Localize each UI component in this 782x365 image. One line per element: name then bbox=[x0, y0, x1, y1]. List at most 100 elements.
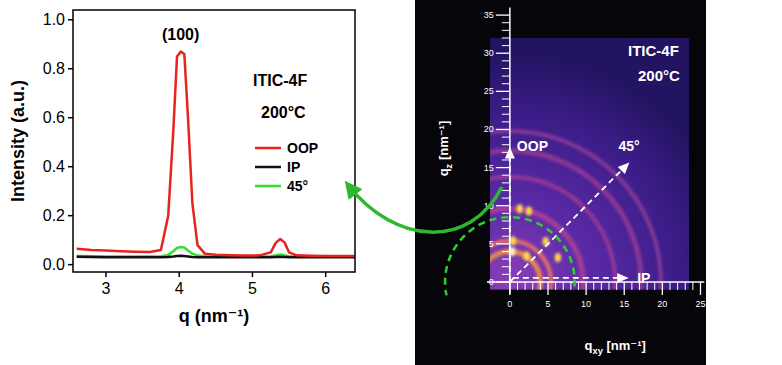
scattering-ring bbox=[490, 251, 540, 289]
qz-tick-label: 5 bbox=[489, 239, 494, 249]
scattering-ring bbox=[490, 151, 641, 290]
direction-label: IP bbox=[637, 270, 650, 286]
y-tick-label: 0.0 bbox=[43, 256, 65, 273]
scattering-spot bbox=[517, 204, 523, 213]
y-tick-label: 1.0 bbox=[43, 11, 65, 28]
minor-tick bbox=[502, 259, 510, 260]
y-tick-label: 0.8 bbox=[43, 60, 65, 77]
minor-tick bbox=[502, 213, 510, 214]
qxy-tick-label: 5 bbox=[545, 299, 550, 309]
image-background bbox=[415, 0, 706, 365]
sample-label: ITIC-4F bbox=[253, 72, 307, 89]
legend-label: OOP bbox=[287, 140, 318, 156]
direction-arrow bbox=[513, 277, 627, 279]
minor-tick bbox=[593, 282, 594, 290]
y-tick-label: 0.2 bbox=[43, 207, 65, 224]
image-title: ITIC-4F bbox=[628, 42, 679, 59]
qz-tick bbox=[496, 167, 510, 168]
minor-tick bbox=[502, 159, 510, 160]
minor-tick bbox=[685, 282, 686, 290]
x-tick bbox=[252, 272, 254, 277]
qz-tick bbox=[496, 281, 510, 282]
qxy-tick-label: 15 bbox=[619, 299, 629, 309]
minor-tick bbox=[502, 198, 510, 199]
minor-tick bbox=[654, 282, 655, 290]
minor-tick bbox=[502, 121, 510, 122]
minor-tick bbox=[608, 282, 609, 290]
qxy-tick bbox=[700, 282, 701, 295]
minor-tick bbox=[502, 137, 510, 138]
minor-tick bbox=[502, 106, 510, 107]
x-tick-label: 3 bbox=[102, 280, 111, 297]
direction-label: 45° bbox=[618, 138, 639, 154]
x-tick bbox=[105, 272, 107, 277]
y-tick-label: 0.4 bbox=[43, 158, 65, 175]
qz-tick-label: 25 bbox=[484, 86, 494, 96]
qxy-tick-label: 10 bbox=[581, 299, 591, 309]
minor-tick bbox=[502, 37, 510, 38]
minor-tick bbox=[555, 282, 556, 290]
qz-tick bbox=[496, 14, 510, 15]
scattering-spot bbox=[523, 252, 529, 261]
qz-tick-label: 20 bbox=[484, 124, 494, 134]
direction-arrow bbox=[509, 149, 511, 282]
region-outline bbox=[445, 217, 575, 295]
qxy-tick bbox=[509, 282, 510, 295]
minor-tick bbox=[502, 98, 510, 99]
qxy-tick-label: 20 bbox=[657, 299, 667, 309]
qxy-tick bbox=[624, 282, 625, 295]
qz-axis bbox=[509, 7, 511, 293]
minor-tick bbox=[502, 144, 510, 145]
minor-tick bbox=[502, 83, 510, 84]
minor-tick bbox=[669, 282, 670, 290]
qz-tick-label: 0 bbox=[489, 277, 494, 287]
minor-tick bbox=[563, 282, 564, 290]
qz-tick bbox=[496, 91, 510, 92]
temperature-label: 200°C bbox=[261, 104, 306, 121]
minor-tick bbox=[601, 282, 602, 290]
peak-label: (100) bbox=[162, 26, 199, 43]
qz-tick-label: 35 bbox=[484, 10, 494, 20]
x-tick-label: 5 bbox=[248, 280, 257, 297]
qxy-tick bbox=[585, 282, 586, 295]
scattering-ring bbox=[490, 177, 615, 290]
link-arrow bbox=[348, 185, 502, 232]
series-line bbox=[77, 52, 355, 256]
minor-tick bbox=[502, 274, 510, 275]
x-axis-title: q (nm⁻¹) bbox=[179, 306, 249, 326]
minor-tick bbox=[502, 114, 510, 115]
direction-arrow bbox=[510, 163, 629, 282]
plot-lines bbox=[77, 52, 355, 258]
minor-tick bbox=[517, 282, 518, 290]
minor-tick bbox=[616, 282, 617, 290]
minor-tick bbox=[631, 282, 632, 290]
minor-tick bbox=[502, 60, 510, 61]
qxy-tick bbox=[662, 282, 663, 295]
minor-tick bbox=[502, 22, 510, 23]
qz-tick-label: 30 bbox=[484, 48, 494, 58]
legend-swatch bbox=[255, 185, 281, 188]
minor-tick bbox=[502, 220, 510, 221]
qxy-tick-label: 25 bbox=[695, 299, 705, 309]
y-tick bbox=[68, 117, 73, 119]
minor-tick bbox=[502, 45, 510, 46]
y-tick bbox=[68, 68, 73, 70]
minor-tick bbox=[502, 236, 510, 237]
qz-tick bbox=[496, 53, 510, 54]
legend-swatch bbox=[255, 147, 281, 150]
minor-tick bbox=[502, 68, 510, 69]
minor-tick bbox=[540, 282, 541, 290]
legend-swatch bbox=[255, 166, 281, 169]
y-axis-title: Intensity (a.u.) bbox=[8, 80, 28, 202]
x-tick bbox=[178, 272, 180, 277]
minor-tick bbox=[502, 76, 510, 77]
minor-tick bbox=[677, 282, 678, 290]
qz-tick bbox=[496, 243, 510, 244]
x-tick bbox=[325, 272, 327, 277]
minor-tick bbox=[502, 30, 510, 31]
qxy-tick-label: 0 bbox=[507, 299, 512, 309]
x-tick-label: 6 bbox=[321, 280, 330, 297]
qxy-axis-title: qxy [nm⁻¹] bbox=[585, 338, 646, 356]
direction-label: OOP bbox=[517, 138, 548, 154]
plot-frame bbox=[73, 10, 355, 272]
